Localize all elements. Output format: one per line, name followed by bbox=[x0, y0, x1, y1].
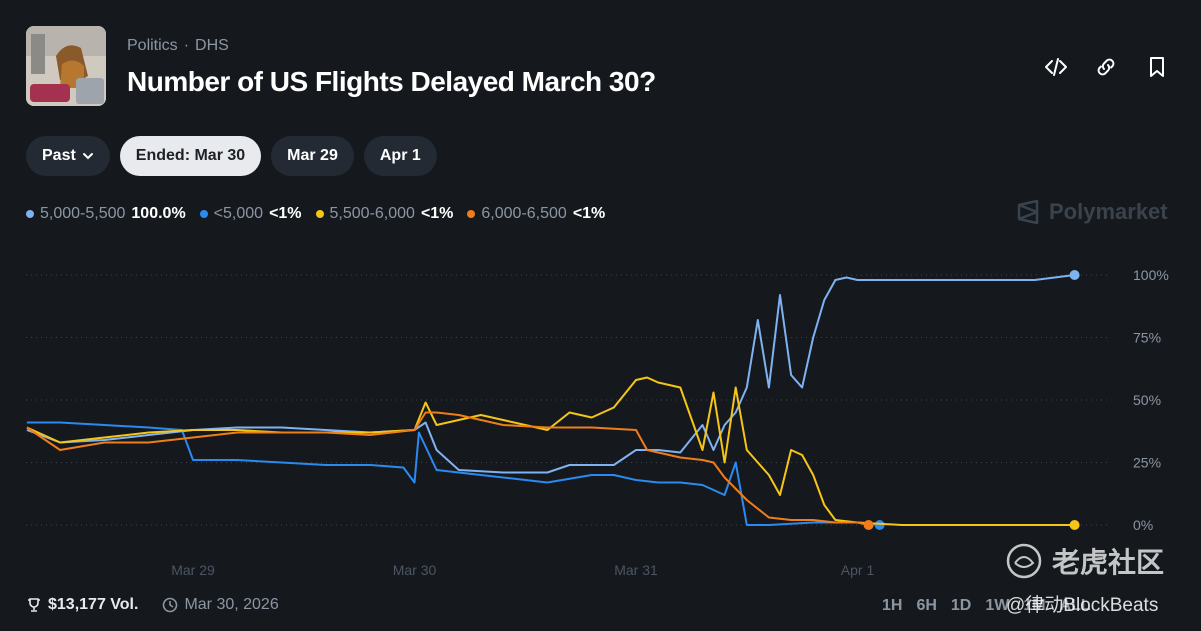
y-tick-label: 50% bbox=[1133, 392, 1161, 408]
range-1h[interactable]: 1H bbox=[882, 597, 903, 614]
chevron-down-icon bbox=[82, 153, 93, 160]
page-title: Number of US Flights Delayed March 30? bbox=[127, 66, 656, 97]
traveler-photo-icon bbox=[26, 26, 106, 106]
watermark-tiger: 老虎社区 bbox=[1006, 541, 1164, 581]
y-tick-label: 0% bbox=[1133, 517, 1153, 533]
tab-mar-29[interactable]: Mar 29 bbox=[271, 136, 354, 176]
range-1m[interactable]: 1M bbox=[1023, 597, 1046, 614]
series-end-point-3 bbox=[863, 520, 874, 530]
x-tick-label: Mar 29 bbox=[171, 562, 215, 578]
legend-name: 5,000-5,500 bbox=[40, 205, 126, 222]
bookmark-icon[interactable] bbox=[1145, 55, 1169, 79]
time-range-selector: 1H 6H 1D 1W 1M ALL bbox=[882, 597, 1091, 615]
tab-past-label: Past bbox=[42, 147, 76, 164]
market-thumbnail bbox=[26, 26, 106, 106]
market-footer: $13,177 Vol. Mar 30, 2026 bbox=[26, 596, 279, 614]
volume: $13,177 Vol. bbox=[26, 596, 138, 614]
legend-swatch bbox=[26, 210, 34, 218]
tab-apr-1[interactable]: Apr 1 bbox=[363, 136, 437, 176]
volume-text: $13,177 Vol. bbox=[48, 596, 139, 613]
tab-ended-mar-30[interactable]: Ended: Mar 30 bbox=[119, 136, 262, 176]
series-line-1 bbox=[26, 421, 880, 526]
series-line-3 bbox=[26, 411, 869, 526]
x-tick-label: Mar 31 bbox=[614, 562, 658, 578]
chart-legend: 5,000-5,500 100.0% <5,000 <1% 5,500-6,000 <… bbox=[26, 205, 605, 223]
code-icon[interactable] bbox=[1044, 55, 1068, 79]
breadcrumb: Politics · DHS bbox=[127, 37, 229, 55]
series-end-point-2 bbox=[1069, 520, 1080, 530]
range-6h[interactable]: 6H bbox=[916, 597, 937, 614]
clock-icon bbox=[163, 597, 178, 613]
tiger-logo-icon bbox=[1006, 543, 1042, 579]
legend-item[interactable]: 5,500-6,000 <1% bbox=[315, 205, 454, 223]
watermark-blockbeats: @律动BlockBeats bbox=[1006, 595, 1159, 616]
range-1d[interactable]: 1D bbox=[950, 597, 972, 614]
legend-name: 5,500-6,000 bbox=[329, 205, 415, 222]
polymarket-logo-icon bbox=[1017, 199, 1039, 225]
legend-name: <5,000 bbox=[213, 205, 264, 222]
legend-value: <1% bbox=[572, 205, 606, 222]
legend-value: <1% bbox=[269, 205, 302, 222]
end-date-text: Mar 30, 2026 bbox=[184, 596, 279, 613]
legend-value: 100.0% bbox=[131, 205, 186, 222]
subcategory-link[interactable]: DHS bbox=[195, 37, 229, 54]
legend-swatch bbox=[315, 210, 324, 218]
tab-label: Apr 1 bbox=[379, 147, 421, 164]
watermark-text: 老虎社区 bbox=[1052, 547, 1165, 578]
y-tick-label: 100% bbox=[1133, 267, 1169, 283]
tab-label: Mar 29 bbox=[287, 147, 338, 164]
link-icon[interactable] bbox=[1094, 55, 1118, 79]
range-1w[interactable]: 1W bbox=[985, 597, 1010, 614]
breadcrumb-separator: · bbox=[183, 37, 190, 54]
x-tick-label: Apr 1 bbox=[841, 562, 875, 578]
legend-item[interactable]: <5,000 <1% bbox=[199, 205, 302, 223]
end-date: Mar 30, 2026 bbox=[162, 596, 279, 614]
x-tick-label: Mar 30 bbox=[393, 562, 437, 578]
brand-name: Polymarket bbox=[1049, 199, 1168, 224]
tab-past[interactable]: Past bbox=[26, 136, 110, 176]
series-end-point-1 bbox=[874, 520, 885, 530]
series-end-point-0 bbox=[1069, 270, 1080, 280]
legend-swatch bbox=[199, 210, 208, 218]
price-chart[interactable]: 100% 75% 50% 25% 0% Mar 29 Mar 30 Mar 31 Apr 1 bbox=[0, 250, 1201, 590]
legend-item[interactable]: 6,000-6,500 <1% bbox=[467, 205, 605, 223]
category-link[interactable]: Politics bbox=[127, 37, 178, 54]
y-tick-label: 25% bbox=[1133, 455, 1161, 471]
legend-swatch bbox=[467, 210, 476, 218]
series-line-2 bbox=[26, 376, 1075, 526]
series-line-0 bbox=[26, 274, 1075, 474]
range-all[interactable]: ALL bbox=[1059, 597, 1091, 614]
legend-item[interactable]: 5,000-5,500 100.0% bbox=[26, 205, 186, 223]
legend-value: <1% bbox=[420, 205, 454, 222]
y-tick-label: 75% bbox=[1133, 330, 1161, 346]
date-tabs: Past Ended: Mar 30 Mar 29 Apr 1 bbox=[26, 136, 437, 176]
trophy-icon bbox=[28, 598, 40, 612]
polymarket-brand: Polymarket bbox=[1015, 199, 1168, 225]
tab-label: Ended: Mar 30 bbox=[135, 147, 246, 164]
legend-name: 6,000-6,500 bbox=[481, 205, 567, 222]
